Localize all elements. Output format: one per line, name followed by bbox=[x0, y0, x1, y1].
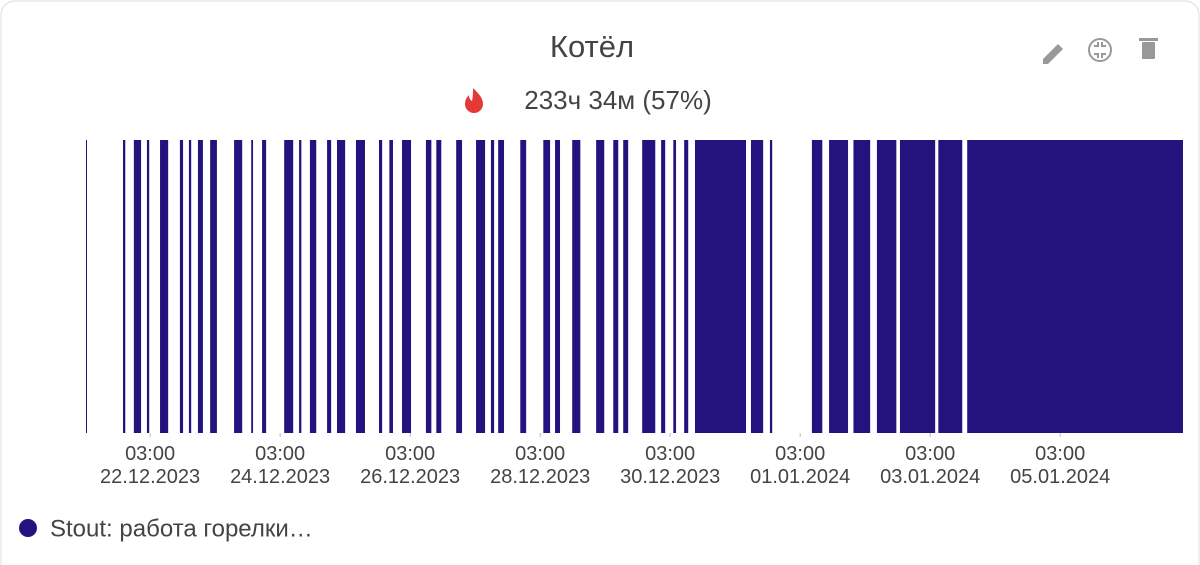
state-bar bbox=[160, 140, 169, 433]
state-bar bbox=[853, 140, 871, 433]
state-bar bbox=[123, 140, 126, 433]
state-bar bbox=[543, 140, 551, 433]
state-bar bbox=[456, 140, 463, 433]
state-bar bbox=[490, 140, 495, 433]
state-bar bbox=[188, 140, 192, 433]
state-bar bbox=[829, 140, 849, 433]
legend-label[interactable]: Stout: работа горелки… bbox=[50, 515, 313, 542]
state-bar bbox=[436, 140, 442, 433]
state-bar bbox=[262, 140, 267, 433]
state-bar bbox=[425, 140, 432, 433]
legend-marker bbox=[19, 519, 37, 537]
x-tick-label: 03:00 05.01.2024 bbox=[1010, 443, 1110, 488]
state-bar bbox=[498, 140, 505, 433]
state-bar bbox=[86, 140, 87, 433]
x-tick-label: 03:00 22.12.2023 bbox=[100, 443, 200, 488]
x-tick-label: 03:00 26.12.2023 bbox=[360, 443, 460, 488]
x-tick-label: 03:00 01.01.2024 bbox=[750, 443, 850, 488]
state-bar bbox=[389, 140, 393, 433]
state-bar bbox=[476, 140, 486, 433]
state-bar bbox=[596, 140, 605, 433]
state-bar bbox=[750, 140, 764, 433]
state-bar bbox=[938, 140, 963, 433]
chart-title: Котёл bbox=[550, 29, 634, 64]
state-bar bbox=[967, 140, 1183, 433]
state-bar bbox=[899, 140, 936, 433]
state-bar bbox=[234, 140, 243, 433]
state-bar bbox=[520, 140, 527, 433]
state-bar bbox=[179, 140, 184, 433]
state-bar bbox=[299, 140, 302, 433]
state-bar bbox=[769, 140, 773, 433]
state-bar bbox=[572, 140, 581, 433]
delete-button[interactable] bbox=[1139, 38, 1158, 59]
x-tick-label: 03:00 30.12.2023 bbox=[620, 443, 720, 488]
flame-icon bbox=[465, 88, 483, 113]
x-tick-label: 03:00 24.12.2023 bbox=[230, 443, 330, 488]
state-bar bbox=[613, 140, 619, 433]
state-bar bbox=[337, 140, 346, 433]
state-bar bbox=[133, 140, 142, 433]
state-bar bbox=[309, 140, 317, 433]
state-bar bbox=[284, 140, 294, 433]
state-bar bbox=[355, 140, 365, 433]
state-bar bbox=[811, 140, 823, 433]
x-tick-label: 03:00 03.01.2024 bbox=[880, 443, 980, 488]
state-bar bbox=[642, 140, 656, 433]
chart-subtitle: 233ч 34м (57%) bbox=[524, 85, 712, 115]
state-bar bbox=[146, 140, 150, 433]
state-bar bbox=[623, 140, 629, 433]
state-bar bbox=[378, 140, 383, 433]
state-bar bbox=[673, 140, 677, 433]
state-bar bbox=[876, 140, 897, 433]
state-bar bbox=[694, 140, 747, 433]
state-bar bbox=[684, 140, 689, 433]
state-bar bbox=[251, 140, 254, 433]
state-bar bbox=[402, 140, 412, 433]
zoom-button[interactable] bbox=[1088, 38, 1112, 62]
state-bar bbox=[555, 140, 561, 433]
state-bar bbox=[197, 140, 203, 433]
edit-button[interactable] bbox=[1043, 44, 1063, 64]
state-bar bbox=[661, 140, 666, 433]
state-bar bbox=[327, 140, 332, 433]
state-bar bbox=[210, 140, 217, 433]
plot-area: 03:00 22.12.2023 03:00 24.12.2023 03:00 26.12… bbox=[86, 140, 1183, 488]
x-tick-label: 03:00 28.12.2023 bbox=[490, 443, 590, 488]
